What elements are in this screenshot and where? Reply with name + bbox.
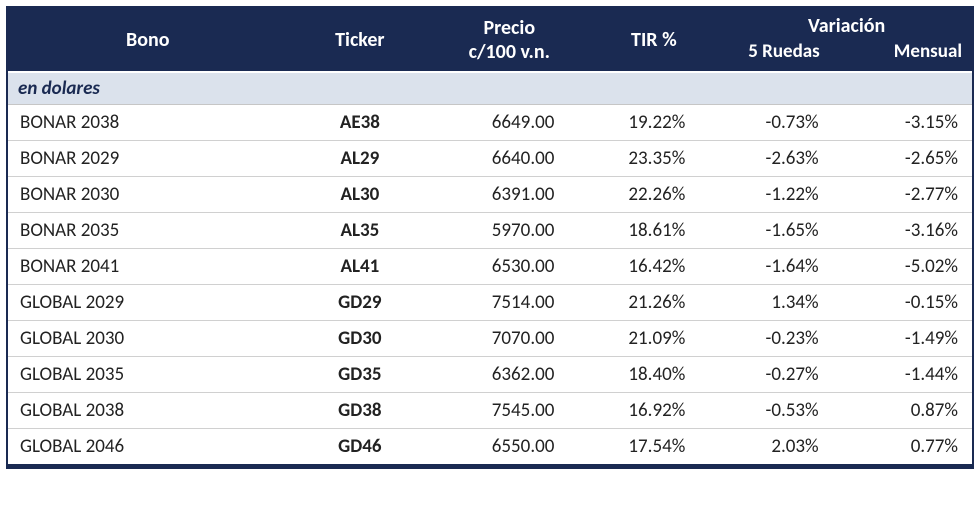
table-row: BONAR 2029AL296640.0023.35%-2.63%-2.65% xyxy=(8,141,972,177)
table-row: BONAR 2041AL416530.0016.42%-1.64%-5.02% xyxy=(8,249,972,285)
header-row-1: Bono Ticker Precio c/100 v.n. TIR % Vari… xyxy=(8,8,972,38)
cell-var-mensual: -3.16% xyxy=(847,213,972,249)
cell-precio: 6550.00 xyxy=(432,429,586,466)
cell-var-5ruedas: -0.27% xyxy=(721,357,846,393)
cell-precio: 6530.00 xyxy=(432,249,586,285)
table-header: Bono Ticker Precio c/100 v.n. TIR % Vari… xyxy=(8,8,972,72)
cell-var-5ruedas: -1.64% xyxy=(721,249,846,285)
cell-precio: 7514.00 xyxy=(432,285,586,321)
cell-precio: 7070.00 xyxy=(432,321,586,357)
cell-bono: GLOBAL 2035 xyxy=(8,357,288,393)
cell-tir: 21.26% xyxy=(586,285,721,321)
cell-var-5ruedas: -0.53% xyxy=(721,393,846,429)
table-row: BONAR 2030AL306391.0022.26%-1.22%-2.77% xyxy=(8,177,972,213)
cell-tir: 16.42% xyxy=(586,249,721,285)
table-row: GLOBAL 2029GD297514.0021.26%1.34%-0.15% xyxy=(8,285,972,321)
table-body: en dolares BONAR 2038AE386649.0019.22%-0… xyxy=(8,72,972,466)
header-var-5ruedas: 5 Ruedas xyxy=(721,38,846,72)
header-ticker: Ticker xyxy=(288,8,433,72)
cell-var-5ruedas: -0.73% xyxy=(721,105,846,141)
cell-tir: 18.40% xyxy=(586,357,721,393)
header-tir: TIR % xyxy=(586,8,721,72)
cell-var-5ruedas: 1.34% xyxy=(721,285,846,321)
cell-bono: BONAR 2035 xyxy=(8,213,288,249)
bond-table: Bono Ticker Precio c/100 v.n. TIR % Vari… xyxy=(8,8,972,467)
cell-var-mensual: -5.02% xyxy=(847,249,972,285)
cell-tir: 16.92% xyxy=(586,393,721,429)
cell-bono: GLOBAL 2029 xyxy=(8,285,288,321)
cell-tir: 18.61% xyxy=(586,213,721,249)
cell-var-5ruedas: 2.03% xyxy=(721,429,846,466)
cell-var-mensual: -0.15% xyxy=(847,285,972,321)
section-label: en dolares xyxy=(8,72,972,105)
cell-var-mensual: -2.77% xyxy=(847,177,972,213)
header-precio-line1: Precio xyxy=(440,16,578,40)
cell-ticker: AL29 xyxy=(288,141,433,177)
cell-bono: GLOBAL 2046 xyxy=(8,429,288,466)
table-row: GLOBAL 2038GD387545.0016.92%-0.53%0.87% xyxy=(8,393,972,429)
cell-var-5ruedas: -1.22% xyxy=(721,177,846,213)
cell-var-mensual: -2.65% xyxy=(847,141,972,177)
table-row: GLOBAL 2035GD356362.0018.40%-0.27%-1.44% xyxy=(8,357,972,393)
cell-var-mensual: 0.87% xyxy=(847,393,972,429)
table-row: GLOBAL 2046GD466550.0017.54%2.03%0.77% xyxy=(8,429,972,466)
cell-precio: 6391.00 xyxy=(432,177,586,213)
header-variacion-group: Variación xyxy=(721,8,972,38)
header-bono: Bono xyxy=(8,8,288,72)
cell-var-mensual: -1.44% xyxy=(847,357,972,393)
cell-precio: 6649.00 xyxy=(432,105,586,141)
cell-tir: 23.35% xyxy=(586,141,721,177)
cell-ticker: AL41 xyxy=(288,249,433,285)
cell-var-5ruedas: -0.23% xyxy=(721,321,846,357)
cell-bono: BONAR 2029 xyxy=(8,141,288,177)
header-precio: Precio c/100 v.n. xyxy=(432,8,586,72)
cell-ticker: GD35 xyxy=(288,357,433,393)
cell-tir: 17.54% xyxy=(586,429,721,466)
cell-ticker: GD30 xyxy=(288,321,433,357)
table-row: BONAR 2035AL355970.0018.61%-1.65%-3.16% xyxy=(8,213,972,249)
cell-ticker: GD29 xyxy=(288,285,433,321)
cell-ticker: AE38 xyxy=(288,105,433,141)
cell-bono: GLOBAL 2038 xyxy=(8,393,288,429)
cell-var-5ruedas: -2.63% xyxy=(721,141,846,177)
cell-var-mensual: -1.49% xyxy=(847,321,972,357)
section-row-dolares: en dolares xyxy=(8,72,972,105)
bond-table-container: Bono Ticker Precio c/100 v.n. TIR % Vari… xyxy=(6,6,974,469)
cell-var-mensual: -3.15% xyxy=(847,105,972,141)
cell-ticker: GD38 xyxy=(288,393,433,429)
cell-ticker: GD46 xyxy=(288,429,433,466)
cell-bono: GLOBAL 2030 xyxy=(8,321,288,357)
cell-ticker: AL30 xyxy=(288,177,433,213)
cell-tir: 19.22% xyxy=(586,105,721,141)
cell-precio: 5970.00 xyxy=(432,213,586,249)
cell-tir: 21.09% xyxy=(586,321,721,357)
cell-precio: 6362.00 xyxy=(432,357,586,393)
table-row: GLOBAL 2030GD307070.0021.09%-0.23%-1.49% xyxy=(8,321,972,357)
header-var-mensual: Mensual xyxy=(847,38,972,72)
cell-ticker: AL35 xyxy=(288,213,433,249)
cell-bono: BONAR 2030 xyxy=(8,177,288,213)
cell-precio: 6640.00 xyxy=(432,141,586,177)
header-precio-line2: c/100 v.n. xyxy=(440,40,578,64)
cell-var-5ruedas: -1.65% xyxy=(721,213,846,249)
cell-bono: BONAR 2038 xyxy=(8,105,288,141)
table-row: BONAR 2038AE386649.0019.22%-0.73%-3.15% xyxy=(8,105,972,141)
cell-bono: BONAR 2041 xyxy=(8,249,288,285)
cell-precio: 7545.00 xyxy=(432,393,586,429)
cell-var-mensual: 0.77% xyxy=(847,429,972,466)
cell-tir: 22.26% xyxy=(586,177,721,213)
